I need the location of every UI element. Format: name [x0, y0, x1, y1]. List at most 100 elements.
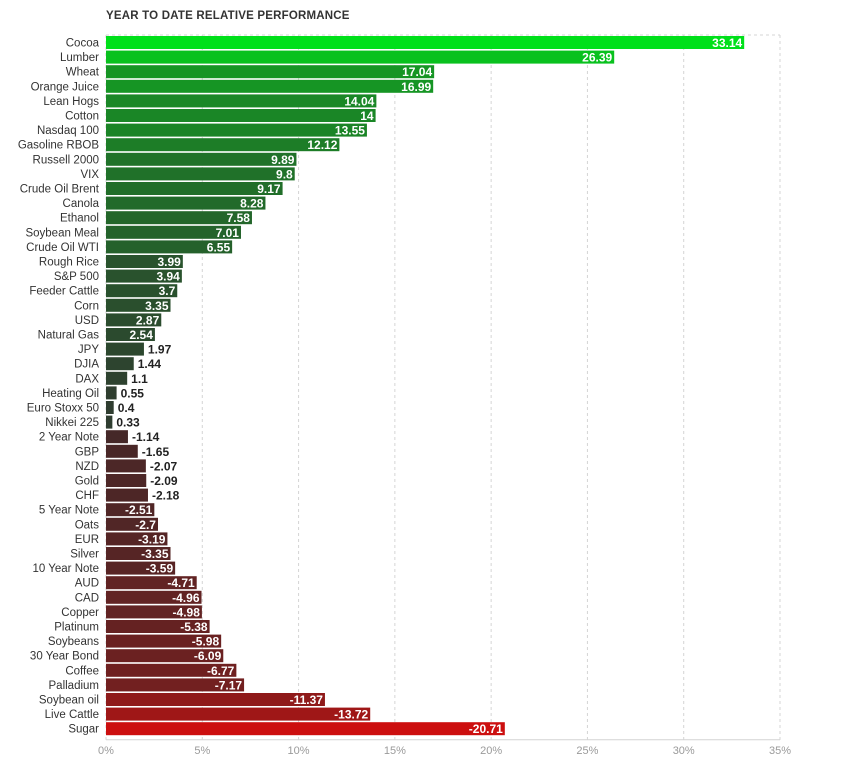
- bar: [106, 65, 435, 79]
- category-label: Gold: [75, 476, 99, 488]
- bar: [106, 36, 745, 49]
- bar: [106, 590, 202, 604]
- category-label: Crude Oil Brent: [20, 184, 100, 196]
- category-label: EUR: [75, 534, 99, 546]
- bar: [106, 576, 197, 590]
- value-label: -6.09: [194, 649, 222, 663]
- bar: [106, 255, 183, 268]
- category-label: Canola: [63, 198, 100, 210]
- bar: [106, 474, 147, 487]
- value-label: 17.04: [402, 65, 432, 79]
- category-label: Coffee: [65, 665, 99, 677]
- category-label: AUD: [75, 578, 99, 590]
- bar: [106, 328, 155, 341]
- value-label: 9.89: [271, 153, 295, 167]
- category-label: Nasdaq 100: [37, 125, 99, 137]
- value-label: -7.17: [215, 678, 243, 692]
- category-label: Platinum: [54, 622, 99, 634]
- category-label: Orange Juice: [31, 81, 99, 93]
- value-label: -4.71: [167, 576, 195, 590]
- value-label: 2.54: [130, 328, 154, 342]
- x-tick-label: 0%: [98, 745, 114, 757]
- bar: [106, 401, 114, 414]
- category-label: Feeder Cattle: [29, 286, 99, 298]
- value-label: 16.99: [401, 80, 431, 94]
- value-label: -6.77: [207, 664, 235, 678]
- x-tick-label: 35%: [769, 745, 791, 757]
- value-label: -3.19: [138, 532, 166, 546]
- bar: [106, 284, 178, 298]
- bar: [106, 561, 176, 575]
- category-label: DAX: [75, 373, 99, 385]
- value-label: -4.98: [173, 605, 201, 619]
- value-label: -2.07: [150, 459, 178, 473]
- bar: [106, 605, 202, 619]
- bar: [106, 415, 113, 429]
- category-label: S&P 500: [54, 271, 99, 283]
- bar: [106, 50, 615, 64]
- bar: [106, 342, 144, 356]
- value-label: -4.96: [172, 591, 200, 605]
- category-label: GBP: [75, 446, 100, 458]
- value-label: 0.33: [116, 416, 140, 430]
- bar: [106, 430, 128, 444]
- value-label: -20.71: [469, 722, 503, 736]
- bar: [106, 722, 505, 736]
- bar: [106, 79, 434, 93]
- bar: [106, 547, 171, 560]
- value-label: 3.99: [157, 255, 181, 269]
- bar: [106, 649, 224, 663]
- bar: [106, 269, 182, 283]
- bar: [106, 225, 241, 239]
- category-label: Nikkei 225: [45, 417, 99, 429]
- category-label: Sugar: [68, 724, 99, 736]
- category-label: Soybean Meal: [25, 227, 99, 239]
- bar: [106, 707, 371, 721]
- bar: [106, 138, 340, 152]
- category-label: Palladium: [49, 680, 100, 692]
- bar: [106, 620, 210, 633]
- category-label: Soybeans: [48, 636, 99, 648]
- value-label: -2.09: [150, 474, 178, 488]
- category-label: Live Cattle: [45, 709, 99, 721]
- value-label: 9.17: [257, 182, 281, 196]
- x-tick-label: 30%: [673, 745, 695, 757]
- value-label: 13.55: [335, 124, 365, 138]
- bar: [106, 313, 162, 327]
- category-label: CAD: [75, 592, 99, 604]
- value-label: -3.59: [146, 562, 174, 576]
- category-label: Cotton: [65, 111, 99, 123]
- category-label: NZD: [75, 461, 99, 473]
- bar: [106, 678, 245, 692]
- category-label: Oats: [75, 519, 100, 531]
- bar: [106, 532, 168, 546]
- category-label: USD: [75, 315, 99, 327]
- category-label: Wheat: [66, 67, 100, 79]
- value-label: 1.1: [131, 372, 148, 386]
- value-label: -13.72: [334, 708, 368, 722]
- category-label: CHF: [75, 490, 99, 502]
- bar: [106, 693, 325, 706]
- value-label: 14: [360, 109, 374, 123]
- value-label: -5.38: [180, 620, 208, 634]
- category-label: Euro Stoxx 50: [27, 403, 99, 415]
- value-label: 0.4: [118, 401, 135, 415]
- category-label: DJIA: [74, 359, 99, 371]
- category-label: VIX: [80, 169, 99, 181]
- value-label: 26.39: [582, 51, 612, 65]
- bar: [106, 459, 146, 473]
- x-tick-label: 15%: [384, 745, 406, 757]
- bar: [106, 386, 117, 400]
- category-label: 10 Year Note: [32, 563, 99, 575]
- category-label: Silver: [70, 549, 99, 561]
- bar: [106, 503, 155, 517]
- x-tick-label: 10%: [288, 745, 310, 757]
- bar: [106, 109, 376, 122]
- value-label: 2.87: [136, 313, 160, 327]
- value-label: 7.01: [216, 226, 240, 240]
- bar: [106, 94, 377, 108]
- category-label: 2 Year Note: [39, 432, 99, 444]
- value-label: -3.35: [141, 547, 169, 561]
- value-label: 6.55: [207, 240, 231, 254]
- category-label: Natural Gas: [38, 330, 100, 342]
